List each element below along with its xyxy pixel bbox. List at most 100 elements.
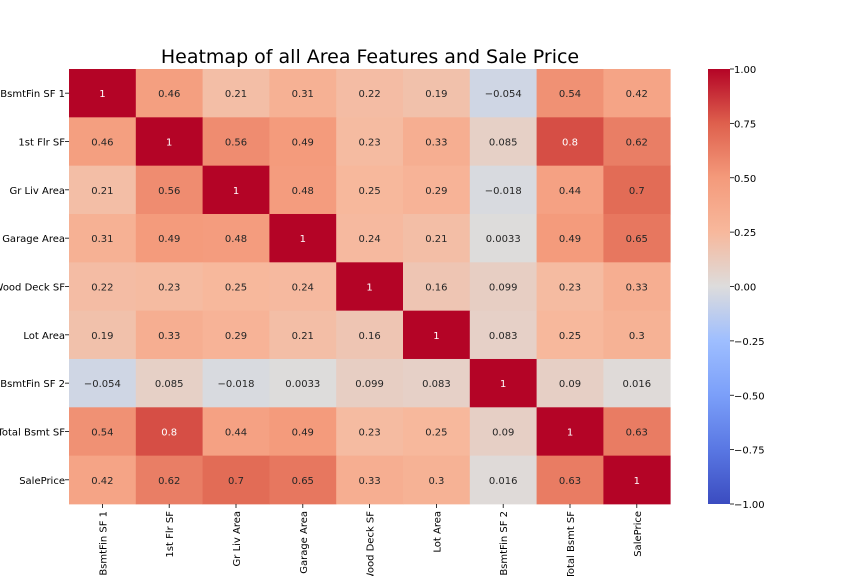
heatmap-cell [69, 262, 137, 312]
heatmap-cell [269, 455, 337, 505]
cell-value-label: 1 [567, 427, 573, 438]
y-tick-label: Wood Deck SF [0, 282, 65, 293]
heatmap-cell [469, 165, 537, 215]
cell-value-label: 0.33 [626, 282, 648, 293]
heatmap-cell [469, 407, 537, 457]
heatmap-cell [536, 69, 604, 118]
heatmap-cell [469, 262, 537, 312]
colorbar-tick-label: −0.50 [734, 391, 765, 402]
cell-value-label: 0.0033 [285, 379, 320, 390]
cell-value-label: 0.085 [155, 379, 184, 390]
cell-value-label: 0.25 [425, 427, 447, 438]
y-tick-label: Lot Area [23, 331, 65, 342]
heatmap-cell [603, 455, 671, 505]
x-tick-label: BsmtFin SF 2 [499, 511, 510, 576]
heatmap-cell [469, 69, 537, 118]
heatmap-cell [69, 407, 137, 457]
heatmap-cell [135, 69, 203, 118]
colorbar-tick-label: 0.50 [734, 174, 756, 185]
heatmap-cell [202, 69, 270, 118]
heatmap-cell [336, 165, 404, 215]
heatmap-cell [403, 407, 471, 457]
colorbar-tick-label: −0.25 [734, 337, 765, 348]
heatmap-cell [403, 69, 471, 118]
cell-value-label: 0.63 [626, 427, 648, 438]
heatmap-cell [202, 117, 270, 167]
heatmap-cell [536, 407, 604, 457]
x-tick-label: BsmtFin SF 1 [98, 511, 109, 576]
colorbar-ticks: 1.00 0.75 0.50 0.25 0.00 −0.25 −0.50 −0.75 −1.00 [730, 65, 765, 511]
cell-value-label: 0.65 [626, 234, 648, 245]
colorbar [708, 69, 730, 504]
cell-value-label: 1 [433, 331, 439, 342]
cell-value-label: 0.19 [425, 89, 447, 100]
heatmap-cell [269, 117, 337, 167]
heatmap-cell [135, 455, 203, 505]
cell-value-label: 0.083 [422, 379, 451, 390]
heatmap-cell [336, 310, 404, 360]
cell-value-label: −0.018 [217, 379, 254, 390]
heatmap-cell [403, 455, 471, 505]
heatmap-cell [135, 262, 203, 312]
cell-value-label: 0.22 [358, 89, 380, 100]
cell-value-label: 0.085 [489, 137, 518, 148]
heatmap-cell [336, 455, 404, 505]
y-tick-labels: BsmtFin SF 1 1st Flr SF Gr Liv Area Garage … [0, 89, 69, 487]
heatmap-cell [69, 310, 137, 360]
cell-value-label: 0.29 [225, 331, 247, 342]
heatmap-cell [603, 213, 671, 263]
heatmap-cell [469, 455, 537, 505]
colorbar-tick-label: 1.00 [734, 65, 756, 76]
cell-value-label: 0.42 [91, 476, 113, 487]
heatmap-cell [469, 213, 537, 263]
cell-value-label: 0.23 [559, 282, 581, 293]
cell-value-label: 0.19 [91, 331, 113, 342]
heatmap-cell [403, 117, 471, 167]
heatmap-cell [603, 165, 671, 215]
cell-value-label: 0.49 [559, 234, 581, 245]
heatmap-cell [403, 213, 471, 263]
cell-value-label: 1 [99, 89, 105, 100]
cell-value-label: 0.0033 [486, 234, 521, 245]
y-tick-label: BsmtFin SF 1 [0, 89, 65, 100]
heatmap-cell [202, 407, 270, 457]
cell-value-label: 0.23 [158, 282, 180, 293]
heatmap-cell [336, 358, 404, 408]
cell-value-label: 0.44 [559, 186, 581, 197]
cell-value-label: 1 [634, 476, 640, 487]
heatmap-cell [536, 213, 604, 263]
cell-value-label: 0.23 [358, 137, 380, 148]
cell-value-label: 0.3 [428, 476, 444, 487]
cell-value-label: 0.099 [489, 282, 518, 293]
heatmap-cell [403, 165, 471, 215]
cell-value-label: 0.24 [358, 234, 380, 245]
heatmap-cell [269, 165, 337, 215]
cell-value-label: 0.3 [629, 331, 645, 342]
cell-value-label: 0.8 [161, 427, 177, 438]
cell-value-label: 0.09 [492, 427, 514, 438]
heatmap-cell [403, 262, 471, 312]
heatmap-cell [135, 213, 203, 263]
y-tick-label: Garage Area [2, 234, 65, 245]
cell-value-label: 0.8 [562, 137, 578, 148]
cell-value-label: 0.21 [91, 186, 113, 197]
y-tick-label: BsmtFin SF 2 [0, 379, 65, 390]
colorbar-tick-label: 0.75 [734, 119, 756, 130]
heatmap-cell [336, 117, 404, 167]
x-tick-label: Lot Area [432, 511, 443, 553]
cell-value-label: 0.42 [626, 89, 648, 100]
heatmap-cell [202, 165, 270, 215]
cell-value-label: 0.46 [91, 137, 113, 148]
cell-value-label: 0.49 [158, 234, 180, 245]
heatmap-cell [536, 117, 604, 167]
heatmap-cell [202, 455, 270, 505]
heatmap-cell [69, 165, 137, 215]
cell-value-label: 1 [166, 137, 172, 148]
x-tick-label: Total Bsmt SF [566, 511, 577, 576]
cell-value-label: 0.09 [559, 379, 581, 390]
cell-value-label: 0.23 [358, 427, 380, 438]
cell-value-label: 0.33 [158, 331, 180, 342]
heatmap-cell [269, 407, 337, 457]
heatmap-cell [269, 310, 337, 360]
